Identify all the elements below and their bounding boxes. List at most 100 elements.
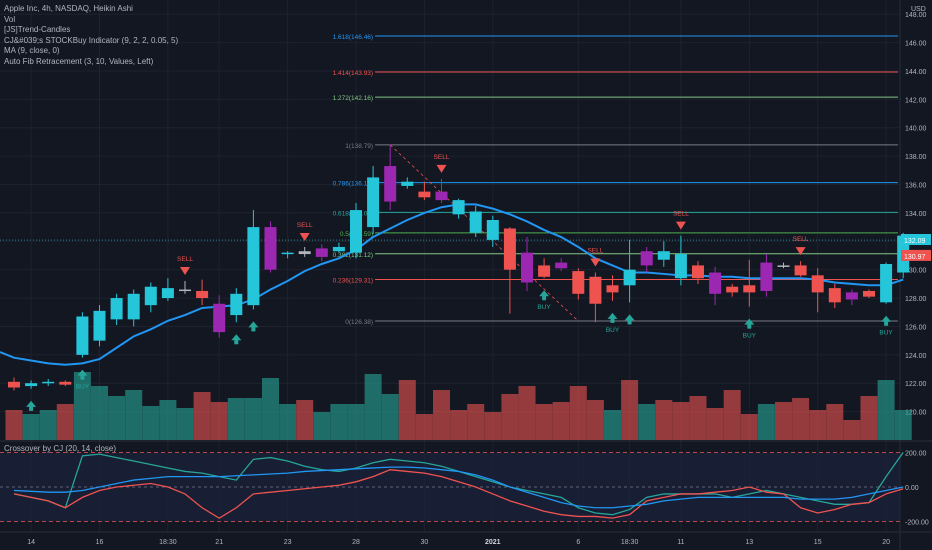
fib-level-label: 0.382(131.12) xyxy=(333,252,373,259)
candle-body xyxy=(589,276,602,304)
candle-body xyxy=(623,269,636,286)
x-tick-label: 23 xyxy=(284,539,292,546)
candle-body xyxy=(179,289,191,292)
indicator-trend-candles[interactable]: [JS]Trend-Candles xyxy=(4,25,71,34)
fib-level-label: 1(138.79) xyxy=(345,143,373,150)
volume-bar xyxy=(894,410,912,440)
candle-body xyxy=(25,383,38,387)
volume-bar xyxy=(655,400,673,440)
volume-bar xyxy=(330,404,348,440)
volume-bar xyxy=(125,390,143,440)
volume-bar xyxy=(176,408,194,440)
volume-bar xyxy=(142,406,160,440)
x-tick-label: 18:30 xyxy=(621,539,639,546)
y-tick-label: 126.00 xyxy=(905,324,927,331)
oscillator-tick-label: -200.00 xyxy=(905,520,929,527)
oscillator-series-line xyxy=(13,469,904,519)
candle-body xyxy=(880,264,893,303)
x-tick-label: 20 xyxy=(882,539,890,546)
candle-body xyxy=(401,181,414,186)
volume-bar xyxy=(415,414,433,440)
candle-body xyxy=(332,246,345,252)
candle-body xyxy=(726,286,739,293)
buy-signal-icon xyxy=(539,290,550,301)
buy-signal-label: BUY xyxy=(879,330,893,337)
volume-bar xyxy=(809,410,827,440)
y-tick-label: 120.00 xyxy=(905,410,927,417)
candle-body xyxy=(538,265,551,277)
ma-line xyxy=(0,203,904,366)
current-price-badge: 132.09 xyxy=(904,238,926,245)
candle-body xyxy=(657,251,670,260)
symbol-title[interactable]: Apple Inc, 4h, NASDAQ, Heikin Ashi xyxy=(4,4,133,13)
candle-body xyxy=(743,285,756,293)
candle-body xyxy=(367,177,380,228)
indicator-stockbuy[interactable]: CJ&#039;s STOCKBuy Indicator (9, 2, 2, 0… xyxy=(4,35,179,45)
volume-bar xyxy=(5,410,23,440)
fib-level-label: 1.414(143.93) xyxy=(333,70,373,77)
candle-body xyxy=(161,288,174,299)
buy-signal-icon xyxy=(744,318,755,329)
candle-body xyxy=(606,285,619,293)
candle-body xyxy=(521,252,533,283)
candle-body xyxy=(674,254,687,279)
indicator-ma[interactable]: MA (9, close, 0) xyxy=(4,46,60,55)
oscillator-title[interactable]: Crossover by CJ (20, 14, close) xyxy=(4,444,117,453)
candle-body xyxy=(828,288,841,303)
candle-body xyxy=(76,316,89,355)
volume-bar xyxy=(501,394,519,440)
volume-bar xyxy=(604,410,621,440)
candle-body xyxy=(127,293,140,320)
sell-signal-label: SELL xyxy=(434,154,450,161)
volume-bar xyxy=(193,392,211,440)
candle-body xyxy=(845,292,858,300)
candle-body xyxy=(452,200,465,215)
y-tick-label: 146.00 xyxy=(905,41,927,48)
volume-bar xyxy=(552,402,570,440)
fib-trend-line xyxy=(389,144,579,322)
x-tick-label: 16 xyxy=(96,539,104,546)
volume-bar xyxy=(22,414,40,440)
sell-signal-label: SELL xyxy=(297,222,313,229)
volume-bar xyxy=(227,398,245,440)
volume-bar xyxy=(279,404,297,440)
candle-body xyxy=(315,248,328,257)
candle-body xyxy=(435,191,448,201)
volume-bar xyxy=(313,412,331,440)
candle-body xyxy=(230,293,243,316)
candle-body xyxy=(811,275,824,293)
volume-bar xyxy=(535,404,553,440)
x-tick-label: 21 xyxy=(215,539,223,546)
volume-bar xyxy=(296,400,314,440)
y-tick-label: 122.00 xyxy=(905,381,927,388)
volume-bar xyxy=(518,386,536,440)
buy-signal-icon xyxy=(881,315,892,326)
volume-bar xyxy=(364,374,382,440)
volume-bar xyxy=(262,378,279,440)
y-tick-label: 140.00 xyxy=(905,126,927,133)
buy-signal-icon xyxy=(26,400,37,411)
indicator-volume[interactable]: Vol xyxy=(4,14,16,24)
candle-body xyxy=(93,310,106,341)
secondary-price-badge: 130.97 xyxy=(904,254,926,261)
candle-body xyxy=(144,286,157,306)
x-tick-label: 30 xyxy=(421,539,429,546)
volume-bar xyxy=(39,410,57,440)
indicator-fib[interactable]: Auto Fib Retracement (3, 10, Values, Lef… xyxy=(4,56,154,66)
candle-body xyxy=(42,381,55,384)
x-tick-label: 6 xyxy=(576,539,580,546)
sell-signal-icon xyxy=(590,258,601,267)
candle-body xyxy=(863,290,875,297)
fib-level-label: 0.236(129.31) xyxy=(333,277,373,284)
volume-bar xyxy=(210,402,228,440)
candle-body xyxy=(418,191,431,198)
candle-body xyxy=(469,211,482,233)
y-tick-label: 128.00 xyxy=(905,296,927,303)
candle-body xyxy=(350,210,362,253)
volume-bar xyxy=(740,414,758,440)
candle-body xyxy=(486,220,499,240)
buy-signal-icon xyxy=(624,314,635,325)
y-tick-label: 142.00 xyxy=(905,97,927,104)
volume-bar xyxy=(586,400,604,440)
candle-body xyxy=(777,265,790,267)
